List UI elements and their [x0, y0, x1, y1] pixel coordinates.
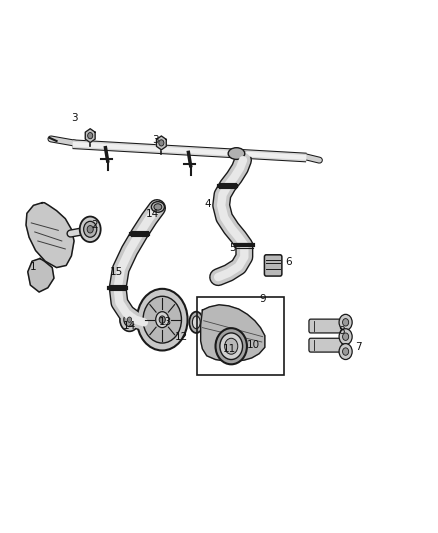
- Text: 6: 6: [286, 257, 292, 267]
- Text: 15: 15: [110, 267, 123, 277]
- Circle shape: [159, 316, 165, 324]
- Polygon shape: [26, 203, 74, 268]
- Ellipse shape: [151, 201, 164, 212]
- Circle shape: [84, 221, 97, 237]
- FancyBboxPatch shape: [265, 255, 282, 276]
- Ellipse shape: [192, 316, 200, 329]
- Circle shape: [120, 308, 139, 332]
- Ellipse shape: [228, 148, 245, 159]
- Ellipse shape: [189, 312, 203, 333]
- Text: 12: 12: [175, 332, 188, 342]
- Circle shape: [155, 312, 169, 328]
- Text: 14: 14: [123, 321, 136, 331]
- Circle shape: [339, 329, 352, 345]
- Circle shape: [80, 216, 101, 242]
- Circle shape: [88, 133, 93, 139]
- Text: 10: 10: [247, 340, 260, 350]
- Text: 8: 8: [338, 326, 345, 336]
- Text: 3: 3: [152, 135, 159, 145]
- Circle shape: [343, 333, 349, 341]
- Circle shape: [339, 344, 352, 360]
- Circle shape: [343, 319, 349, 326]
- Ellipse shape: [215, 328, 247, 365]
- Text: 11: 11: [223, 344, 237, 354]
- Circle shape: [339, 314, 352, 330]
- Circle shape: [127, 317, 132, 322]
- Ellipse shape: [154, 204, 162, 210]
- Ellipse shape: [225, 338, 238, 354]
- Text: 3: 3: [71, 112, 78, 123]
- Text: 5: 5: [229, 243, 235, 253]
- Polygon shape: [85, 129, 95, 142]
- Text: 4: 4: [205, 199, 212, 209]
- Circle shape: [343, 348, 349, 356]
- Bar: [197, 297, 285, 375]
- Circle shape: [137, 289, 187, 351]
- Text: 7: 7: [355, 342, 362, 352]
- FancyBboxPatch shape: [309, 319, 342, 333]
- Text: 1: 1: [30, 262, 37, 271]
- Text: 14: 14: [146, 209, 159, 220]
- Circle shape: [124, 313, 135, 327]
- Circle shape: [87, 225, 93, 233]
- Text: 2: 2: [91, 220, 98, 230]
- Polygon shape: [156, 136, 166, 150]
- Ellipse shape: [220, 333, 243, 360]
- FancyBboxPatch shape: [309, 338, 342, 352]
- Text: 13: 13: [159, 317, 173, 327]
- Circle shape: [143, 296, 181, 343]
- Text: 9: 9: [259, 294, 266, 304]
- Polygon shape: [201, 305, 265, 361]
- Polygon shape: [28, 259, 54, 292]
- Circle shape: [159, 140, 164, 146]
